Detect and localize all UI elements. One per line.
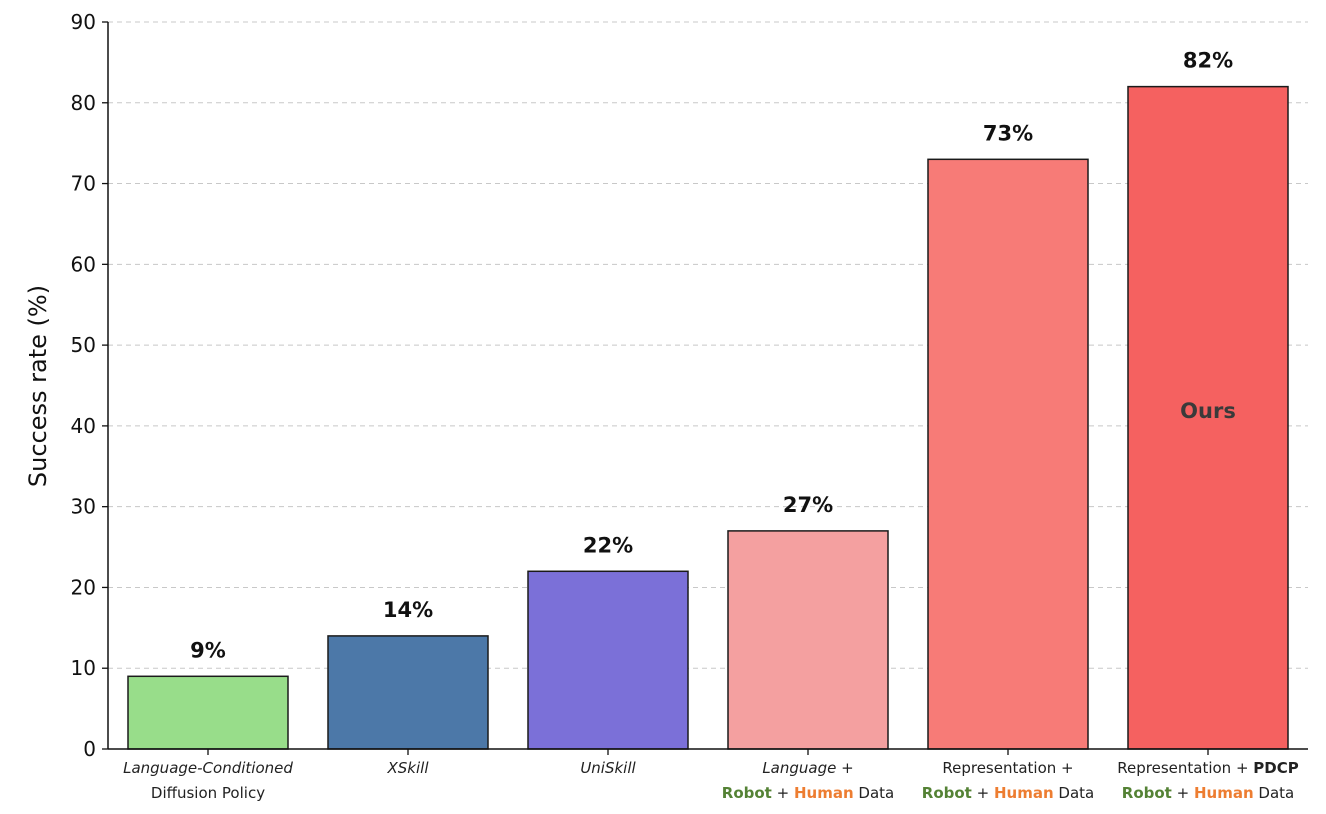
category-label-segment: Language	[762, 759, 837, 777]
category-label-segment: Diffusion Policy	[150, 784, 266, 802]
y-ticks: 0 10 20 30 40 50 60 70 80 90	[71, 10, 108, 761]
category-label-segment: Human	[793, 784, 854, 802]
y-tick-label: 50	[71, 333, 96, 357]
axes-group	[107, 22, 1308, 755]
value-label: 27%	[783, 493, 833, 517]
category-label-segment: Robot	[721, 784, 772, 802]
y-tick-label: 0	[83, 737, 96, 761]
x-category-label: Robot + Human Data	[1122, 784, 1294, 802]
category-label-segment: +	[836, 759, 854, 777]
bar	[727, 530, 889, 750]
bar	[327, 635, 489, 750]
category-label-segment: Robot	[921, 784, 972, 802]
category-label-segment: Human	[1193, 784, 1254, 802]
value-label: 9%	[190, 638, 226, 662]
category-label-segment: +	[971, 784, 994, 802]
category-label-segment: Data	[1053, 784, 1095, 802]
category-label-segment: Data	[853, 784, 895, 802]
category-label-segment: Language-Conditioned	[123, 759, 293, 777]
category-label-segment: UniSkill	[580, 759, 636, 777]
bar	[927, 158, 1089, 750]
y-tick-label: 80	[71, 91, 96, 115]
x-category-label: Robot + Human Data	[722, 784, 894, 802]
category-label-segment: +	[771, 784, 794, 802]
value-label: 82%	[1183, 49, 1233, 73]
x-category-label: Representation +	[942, 759, 1073, 777]
y-axis-label: Success rate (%)	[24, 285, 52, 487]
y-tick-label: 60	[71, 252, 96, 276]
bar	[527, 570, 689, 750]
category-label-segment: Representation +	[942, 759, 1074, 777]
category-label-segment: Human	[993, 784, 1054, 802]
y-tick-label: 70	[71, 172, 96, 196]
value-label: 14%	[383, 598, 433, 622]
category-label-segment: Robot	[1121, 784, 1172, 802]
x-category-label: Diffusion Policy	[151, 784, 265, 802]
category-label-segment: XSkill	[387, 759, 429, 777]
value-label: 73%	[983, 121, 1033, 145]
bar	[1127, 85, 1289, 750]
category-label-segment: Representation +	[1117, 759, 1254, 777]
x-category-label: Language-Conditioned	[123, 759, 293, 777]
y-tick-label: 30	[71, 495, 96, 519]
bar	[127, 675, 289, 750]
y-tick-label: 90	[71, 10, 96, 34]
value-label: 22%	[583, 533, 633, 557]
y-tick-label: 10	[71, 656, 96, 680]
grid-lines	[108, 21, 1308, 669]
x-category-label: UniSkill	[580, 759, 635, 777]
bars-group	[127, 85, 1289, 750]
y-tick-label: 20	[71, 575, 96, 599]
ours-annotation: Ours	[1180, 399, 1236, 423]
value-labels: 9% 14% 22% 27% 73% 82% Ours	[190, 49, 1236, 663]
x-category-label: XSkill	[388, 759, 429, 777]
category-label-segment: Data	[1253, 784, 1295, 802]
category-label-segment: +	[1171, 784, 1194, 802]
x-category-label: Representation + PDCP	[1117, 759, 1298, 777]
x-category-label: Language +	[762, 759, 853, 777]
y-tick-label: 40	[71, 414, 96, 438]
x-category-label: Robot + Human Data	[922, 784, 1094, 802]
category-label-segment: PDCP	[1253, 759, 1299, 777]
